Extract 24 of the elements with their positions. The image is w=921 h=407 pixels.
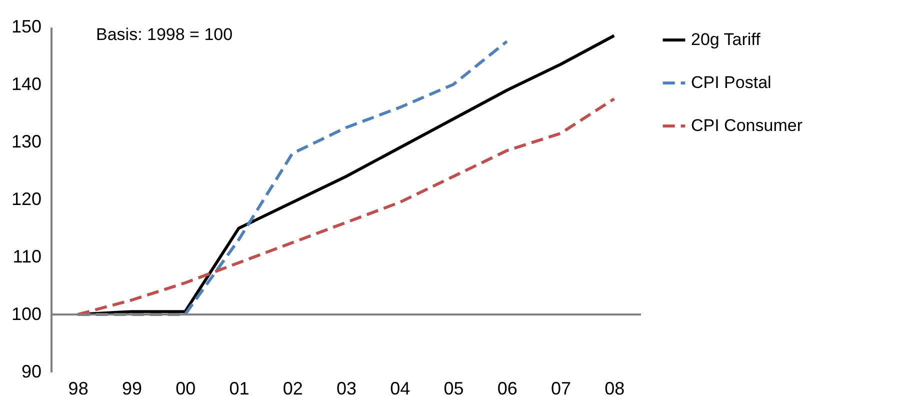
x-tick-label: 04	[390, 378, 410, 398]
y-tick-label: 130	[11, 132, 42, 152]
y-tick-label: 150	[11, 16, 42, 36]
y-tick-label: 100	[11, 304, 42, 324]
x-tick-label: 01	[229, 378, 250, 398]
x-tick-label: 98	[68, 378, 88, 398]
legend-label: CPI Consumer	[691, 116, 803, 135]
y-tick-label: 110	[12, 246, 42, 266]
line-series	[76, 97, 616, 316]
line-series	[76, 40, 508, 316]
x-tick-label: 99	[122, 378, 142, 398]
x-tick-label: 02	[282, 378, 303, 398]
x-tick-label: 08	[604, 378, 625, 398]
x-tick-label: 03	[336, 378, 357, 398]
legend-label: 20g Tariff	[691, 30, 761, 49]
legend-label: CPI Postal	[691, 73, 772, 92]
y-tick-label: 90	[21, 362, 42, 382]
y-tick-label: 120	[11, 189, 42, 209]
annotation: Basis: 1998 = 100	[96, 25, 233, 44]
x-tick-label: 00	[176, 378, 196, 398]
y-tick-label: 140	[11, 74, 42, 94]
x-tick-label: 05	[444, 378, 464, 398]
x-tick-label: 07	[551, 378, 572, 398]
x-tick-label: 06	[497, 378, 518, 398]
